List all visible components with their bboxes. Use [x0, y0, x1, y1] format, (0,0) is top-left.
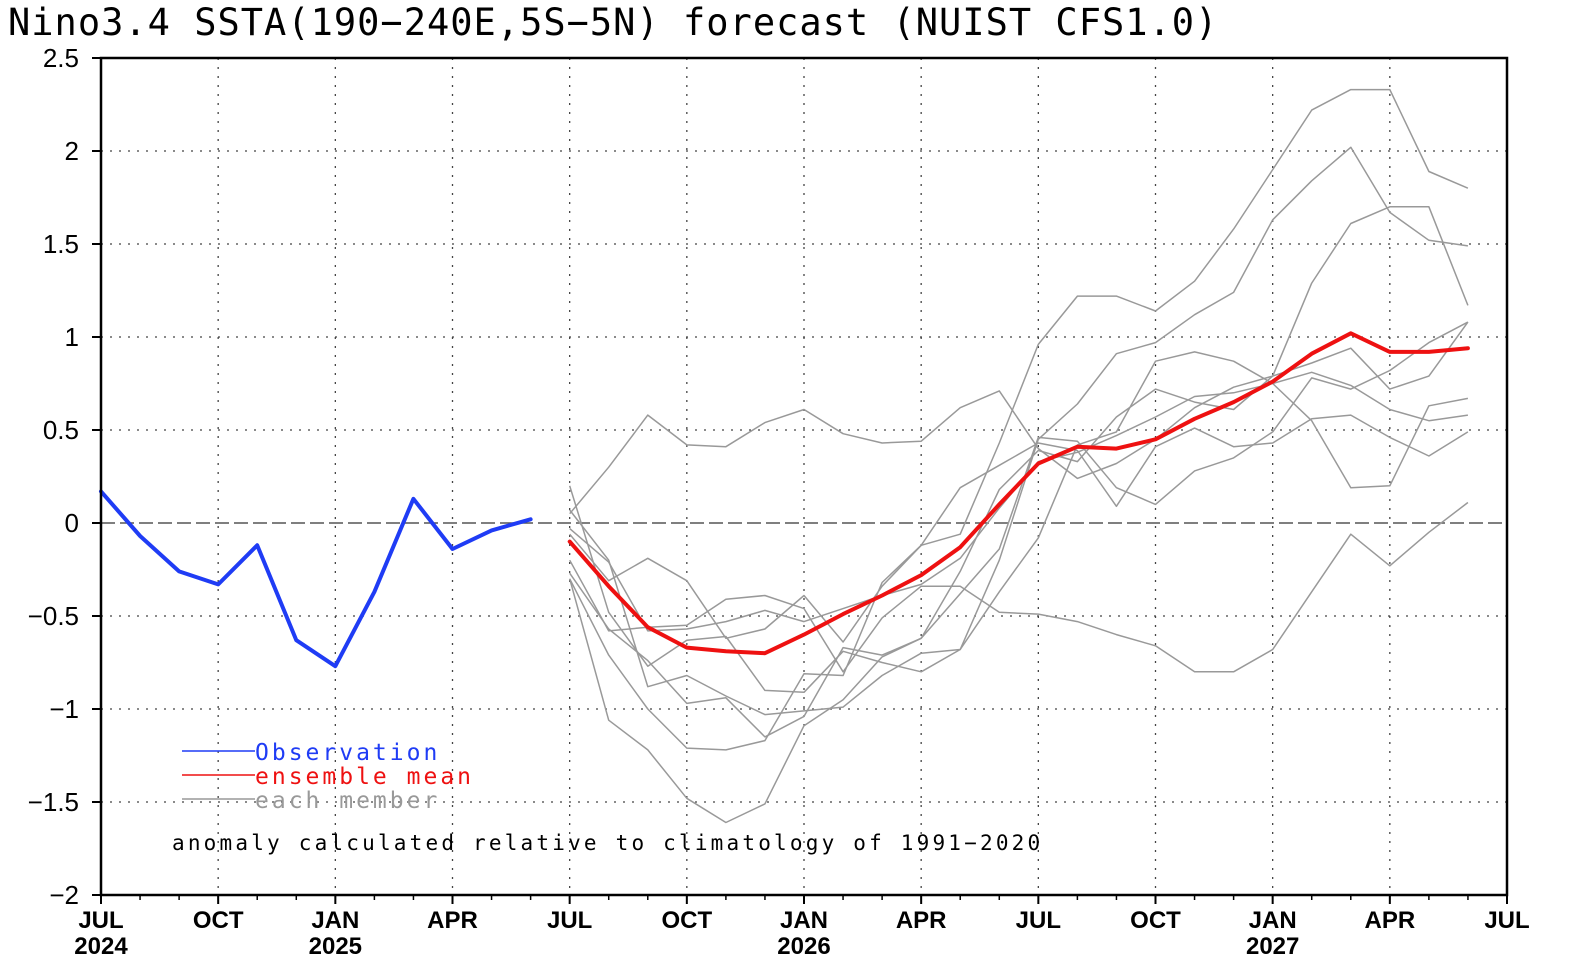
- legend-label: ensemble mean: [255, 764, 474, 790]
- main-series: [99, 331, 1470, 669]
- observation-line: [99, 489, 533, 669]
- climatology-note: anomaly calculated relative to climatolo…: [172, 831, 1043, 855]
- x-tick-label: JAN: [780, 907, 828, 934]
- member-line-5: [568, 321, 1469, 824]
- x-tick-label: OCT: [661, 907, 712, 934]
- member-line-3: [569, 321, 1469, 515]
- x-tick-label: APR: [427, 907, 478, 934]
- x-tick-label: JUL: [1484, 907, 1529, 934]
- plot-frame: [99, 56, 1509, 897]
- member-line-2: [568, 146, 1469, 694]
- member-line-7: [569, 206, 1469, 738]
- x-tick-label: JAN: [311, 907, 359, 934]
- x-tick-label: APR: [1364, 907, 1415, 934]
- x-tick-label: APR: [896, 907, 947, 934]
- x-tick-label: JUL: [1016, 907, 1061, 934]
- member-line-4: [569, 501, 1469, 673]
- legend-label: each member: [255, 788, 440, 814]
- member-line-1: [569, 351, 1469, 716]
- chart-title: Nino3.4 SSTA(190−240E,5S−5N) forecast (N…: [8, 1, 1218, 44]
- x-year-label: 2027: [1246, 933, 1299, 959]
- member-line-6: [569, 88, 1469, 643]
- member-lines: [568, 88, 1469, 824]
- y-tick-label: −2: [49, 880, 79, 910]
- y-tick-label: 0.5: [43, 415, 79, 445]
- y-tick-label: 2.5: [43, 43, 79, 73]
- legend-label: Observation: [255, 740, 440, 766]
- x-year-label: 2026: [777, 933, 830, 959]
- ensemble-mean-line: [567, 331, 1470, 656]
- y-tick-label: 2: [65, 136, 79, 166]
- member-line-8: [569, 414, 1469, 751]
- y-tick-label: 0: [65, 508, 79, 538]
- x-tick-label: JUL: [547, 907, 592, 934]
- y-tick-label: −1: [49, 694, 79, 724]
- x-tick-label: OCT: [1130, 907, 1181, 934]
- y-tick-label: 1: [65, 322, 79, 352]
- x-year-label: 2025: [309, 933, 362, 959]
- grid: [101, 58, 1507, 895]
- x-tick-label: OCT: [193, 907, 244, 934]
- x-tick-label: JUL: [78, 907, 123, 934]
- x-year-label: 2024: [74, 933, 128, 959]
- y-tick-label: −1.5: [28, 787, 79, 817]
- y-tick-label: −0.5: [28, 601, 79, 631]
- x-tick-label: JAN: [1249, 907, 1297, 934]
- y-tick-label: 1.5: [43, 229, 79, 259]
